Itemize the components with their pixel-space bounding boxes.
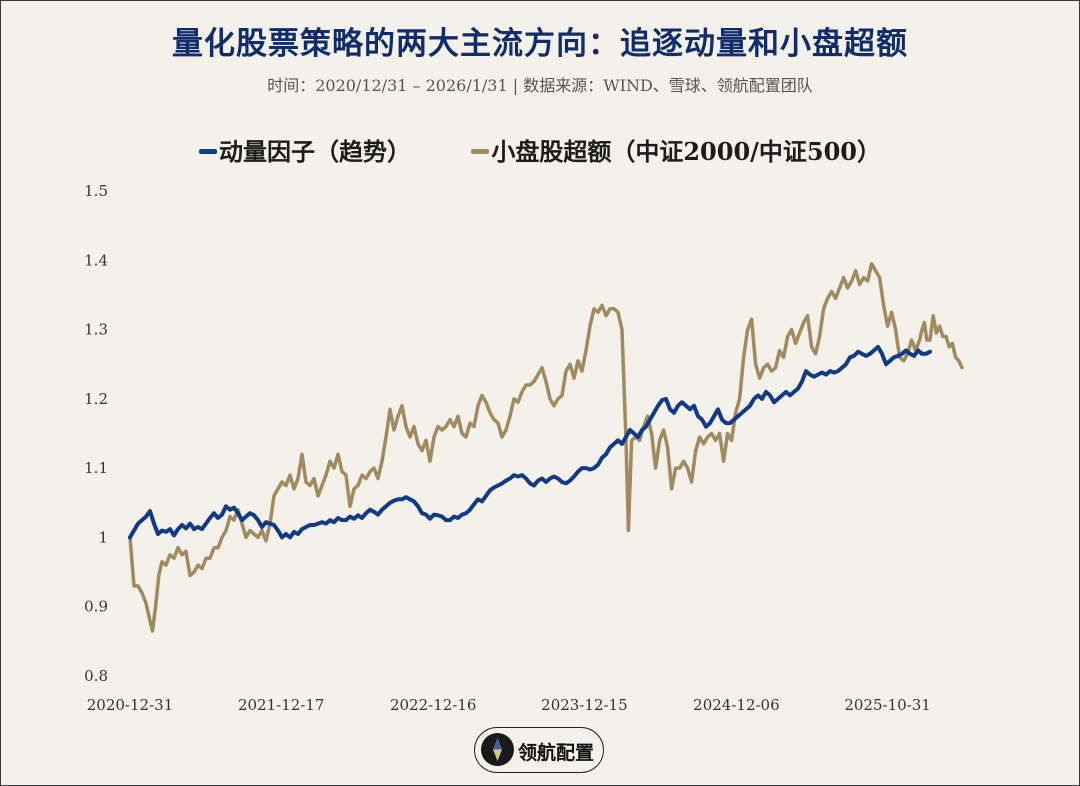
chart-title: 量化股票策略的两大主流方向：追逐动量和小盘超额 [172,26,908,62]
x-tick-label: 2024-12-06 [693,696,779,714]
y-tick-label: 1.1 [84,459,108,477]
series-line-momentum [128,344,932,540]
y-tick-label: 1.3 [84,321,108,339]
y-tick-label: 0.8 [84,667,108,685]
legend-item-smallcap: 小盘股超额（中证2000/中证500） [471,132,881,167]
x-tick-label: 2025-10-31 [844,696,930,714]
x-tick-label: 2021-12-17 [238,696,324,714]
x-tick-label: 2023-12-15 [541,696,627,714]
y-tick-label: 1.5 [84,182,108,200]
legend-label-momentum: 动量因子（趋势） [218,137,411,166]
chart-subtitle: 时间：2020/12/31 – 2026/1/31 | 数据来源：WIND、雪球… [267,76,813,95]
series-line-smallcap [128,262,964,633]
x-tick-label: 2020-12-31 [87,696,173,714]
y-tick-label: 1 [98,528,108,546]
y-tick-label: 1.4 [84,251,108,269]
compass-logo-icon [481,733,514,766]
chart-legend: 动量因子（趋势） 小盘股超额（中证2000/中证500） [0,132,1080,167]
brand-badge: 领航配置 [474,727,604,773]
x-tick-label: 2022-12-16 [390,696,476,714]
y-tick-label: 1.2 [84,390,108,408]
y-tick-label: 0.9 [84,598,108,616]
legend-swatch-smallcap [471,149,490,154]
legend-label-smallcap: 小盘股超额（中证2000/中证500） [491,137,882,166]
legend-swatch-momentum [198,149,217,154]
brand-name: 领航配置 [518,742,595,764]
legend-item-momentum: 动量因子（趋势） [198,132,411,167]
